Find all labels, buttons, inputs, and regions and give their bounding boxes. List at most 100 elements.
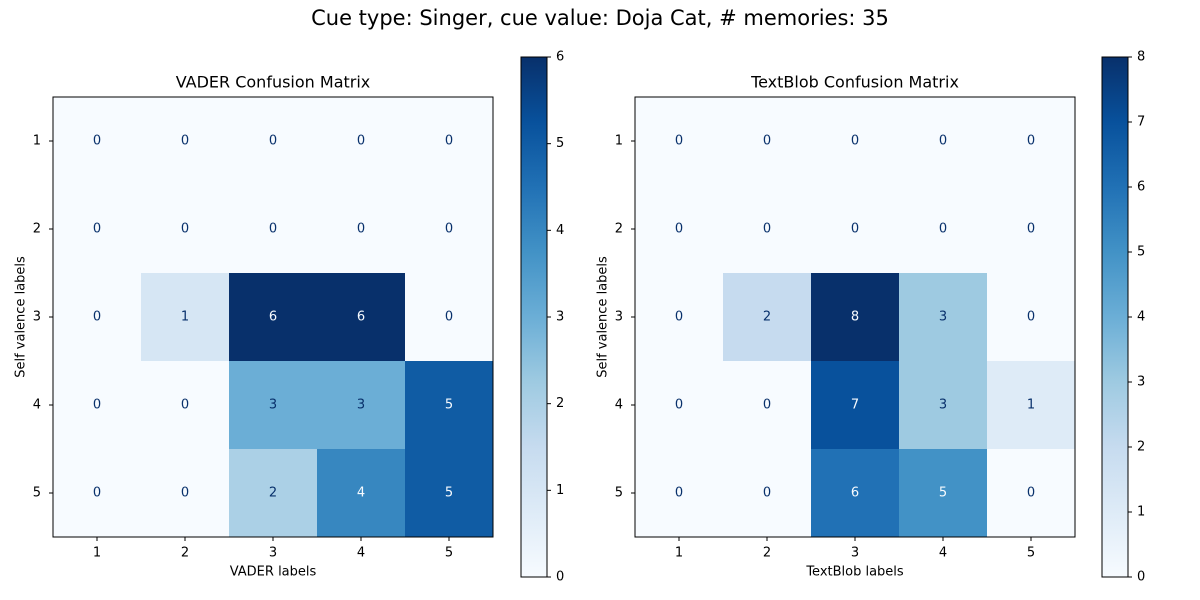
heatmap-cell [229, 361, 317, 449]
heatmap-cell [899, 185, 987, 273]
y-tick-label: 3 [615, 310, 623, 325]
cell-value-label: 0 [675, 310, 683, 325]
cell-value-label: 6 [851, 486, 859, 501]
cell-value-label: 0 [675, 398, 683, 413]
heatmap-cell [723, 361, 811, 449]
heatmap-cell [987, 273, 1075, 361]
y-axis-label: Self valence labels [596, 256, 611, 378]
cell-value-label: 0 [1027, 486, 1035, 501]
heatmap-cell [811, 449, 899, 537]
cell-value-label: 0 [445, 134, 453, 149]
x-axis-label: VADER labels [230, 565, 317, 580]
cell-value-label: 6 [269, 310, 277, 325]
heatmap-cell [141, 449, 229, 537]
cell-value-label: 5 [939, 486, 947, 501]
heatmap-cell [987, 185, 1075, 273]
cell-value-label: 0 [763, 134, 771, 149]
vader-confusion-matrix: 0 0 0 0 0 0 0 0 0 0 0 1 6 6 0 0 0 3 3 5 0 0 2 4 5 1 2 3 4 5 1 2 3 4 5 VADER… [14, 50, 565, 585]
cell-value-label: 0 [939, 222, 947, 237]
heatmap-cell [141, 97, 229, 185]
colorbar-tick-label: 0 [556, 570, 564, 585]
heatmap-cell [317, 273, 405, 361]
heatmap-cell [53, 273, 141, 361]
cell-value-label: 0 [93, 486, 101, 501]
x-tick-label: 5 [1027, 546, 1035, 561]
colorbar-tick-label: 3 [556, 310, 564, 325]
heatmap-cell [899, 273, 987, 361]
y-tick-label: 1 [33, 134, 41, 149]
colorbar [1101, 56, 1129, 578]
heatmap-cell [811, 97, 899, 185]
heatmap-cell [723, 449, 811, 537]
x-tick-label: 2 [181, 546, 189, 561]
cell-value-label: 5 [445, 486, 453, 501]
cell-value-label: 0 [1027, 222, 1035, 237]
heatmap-cell [987, 449, 1075, 537]
heatmap-cell [405, 185, 493, 273]
cell-value-label: 4 [357, 486, 365, 501]
x-tick-label: 5 [445, 546, 453, 561]
cell-value-label: 7 [851, 398, 859, 413]
cell-value-label: 3 [269, 398, 277, 413]
heatmap-cell [317, 97, 405, 185]
x-axis-label: TextBlob labels [805, 565, 904, 580]
chart-title: TextBlob Confusion Matrix [750, 73, 959, 92]
x-tick-label: 3 [269, 546, 277, 561]
y-tick-label: 1 [615, 134, 623, 149]
colorbar-tick-label: 2 [556, 396, 564, 411]
cell-value-label: 0 [181, 222, 189, 237]
heatmap-cell [899, 449, 987, 537]
heatmap-cell [141, 273, 229, 361]
heatmap-cell [229, 273, 317, 361]
colorbar-tick-label: 2 [1137, 440, 1145, 455]
cell-value-label: 8 [851, 310, 859, 325]
heatmap-cell [229, 449, 317, 537]
cell-value-label: 0 [357, 134, 365, 149]
heatmap-cell [317, 449, 405, 537]
colorbar-tick-label: 1 [1137, 505, 1145, 520]
heatmap-cell [811, 273, 899, 361]
heatmap-cell [811, 185, 899, 273]
heatmap-cell [899, 97, 987, 185]
cell-value-label: 0 [93, 222, 101, 237]
colorbar-tick-label: 0 [1137, 570, 1145, 585]
y-tick-label: 5 [615, 486, 623, 501]
cell-value-label: 0 [181, 134, 189, 149]
x-tick-label: 4 [357, 546, 365, 561]
cell-value-label: 3 [939, 310, 947, 325]
colorbar-tick-label: 8 [1137, 50, 1145, 65]
heatmap-cell [723, 97, 811, 185]
cell-value-label: 0 [181, 486, 189, 501]
cell-value-label: 6 [357, 310, 365, 325]
cell-value-label: 0 [93, 134, 101, 149]
heatmap-cell [229, 97, 317, 185]
cell-value-label: 5 [445, 398, 453, 413]
heatmap-cell [723, 273, 811, 361]
heatmap-cell [987, 361, 1075, 449]
x-tick-label: 1 [93, 546, 101, 561]
heatmap-cell [899, 361, 987, 449]
cell-value-label: 0 [763, 398, 771, 413]
cell-value-label: 2 [269, 486, 277, 501]
cell-value-label: 0 [445, 222, 453, 237]
colorbar-tick-label: 4 [1137, 310, 1145, 325]
cell-value-label: 0 [445, 310, 453, 325]
heatmap-cell [405, 449, 493, 537]
heatmap-cell [141, 185, 229, 273]
heatmap-cell [317, 185, 405, 273]
heatmap-cell [635, 97, 723, 185]
cell-value-label: 0 [763, 222, 771, 237]
heatmap-cell [635, 449, 723, 537]
x-tick-label: 4 [939, 546, 947, 561]
cell-value-label: 2 [763, 310, 771, 325]
cell-value-label: 0 [269, 134, 277, 149]
heatmap-cell [317, 361, 405, 449]
cell-value-label: 0 [181, 398, 189, 413]
heatmap-cell [405, 361, 493, 449]
heatmap-cell [635, 361, 723, 449]
colorbar-tick-label: 3 [1137, 375, 1145, 390]
colorbar-tick-label: 7 [1137, 115, 1145, 130]
heatmap-cell [723, 185, 811, 273]
y-axis-label: Self valence labels [14, 256, 29, 378]
